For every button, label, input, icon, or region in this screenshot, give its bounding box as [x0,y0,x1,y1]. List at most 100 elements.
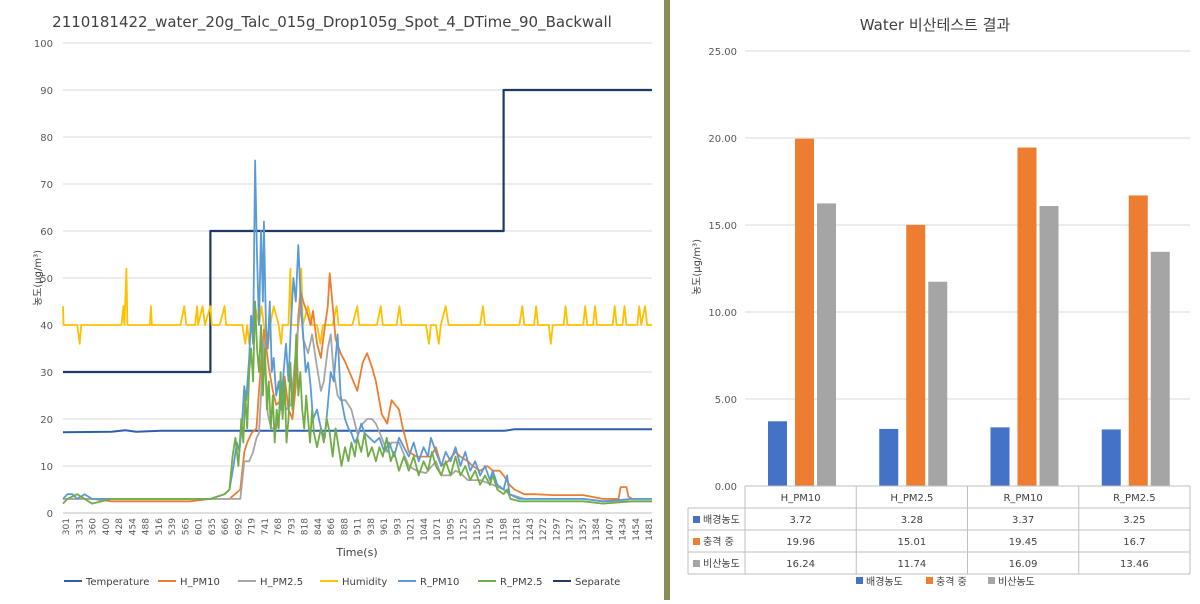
bar-chart-panel: Water 비산테스트 결과 0.00 5.00 10.00 15.00 20.00 25… [670,0,1200,600]
line-chart-ytick-label: 0 [47,509,53,520]
table-value: 16.7 [1123,537,1145,548]
bar-chart-ytick-label: 20.00 [708,134,737,145]
line-legend-label: H_PM10 [180,577,220,588]
line-chart-xtick-label: 1095 [446,518,456,541]
table-value: 16.24 [786,559,815,570]
line-chart-xtick-label: 844 [314,518,324,535]
line-chart-ytick-label: 60 [40,227,53,238]
bar-legend-label: 비산농도 [998,576,1035,588]
line-legend-item: Temperature [64,577,149,588]
line-chart-ytick-label: 40 [40,321,53,332]
line-chart-xtick-label: 1327 [566,518,576,541]
line-legend-label: R_PM2.5 [500,577,543,588]
line-chart-xtick-label: 692 [234,518,244,535]
bar-chart: Water 비산테스트 결과 0.00 5.00 10.00 15.00 20.00 25… [687,16,1191,588]
line-legend-item: R_PM2.5 [478,577,543,588]
bar-배경농도 [990,427,1010,486]
line-chart-xtick-label: 331 [75,518,85,535]
line-chart-xtick-label: 635 [208,518,218,535]
line-series-r-pm2-5 [62,300,652,505]
table-value: 16.09 [1009,559,1038,570]
line-legend-item: Humidity [320,577,387,588]
bar-legend-label: 배경농도 [866,575,903,588]
line-chart-xtick-label: 1272 [539,518,549,541]
category-label: H_PM2.5 [890,493,933,504]
table-legend-swatch [693,538,700,545]
line-chart-ytick-label: 20 [40,415,53,426]
table-series-label: 충격 중 [703,535,734,548]
line-chart-xtick-label: 888 [340,518,350,535]
category-label: R_PM2.5 [1113,493,1156,504]
line-chart-xtick-label: 1243 [526,518,536,541]
line-legend-label: R_PM10 [420,577,459,588]
bar-legend-item: 배경농도 [856,575,903,588]
line-chart-xtick-label: 539 [168,518,178,535]
table-value: 19.96 [786,537,815,548]
line-chart-xtick-label: 565 [181,518,191,535]
line-legend-item: R_PM10 [398,577,459,588]
line-chart-xtick-label: 301 [62,518,72,535]
table-legend-swatch [693,560,700,567]
line-chart-xtick-label: 1454 [632,518,642,541]
line-chart-xtick-label: 1481 [645,518,655,541]
bar-충격 중 [795,138,814,487]
line-chart-ytick-label: 70 [40,180,53,191]
line-series-temperature [62,428,652,434]
line-chart-xlabel: Time(s) [335,546,377,559]
bar-비산농도 [817,203,836,486]
line-chart-xtick-label: 866 [327,518,337,535]
line-chart-xtick-label: 741 [261,518,271,535]
bar-chart-ytick-label: 25.00 [708,47,737,58]
bar-chart-title: Water 비산테스트 결과 [860,16,1011,34]
line-chart-xtick-label: 793 [287,518,297,535]
line-chart-ytick-label: 30 [40,368,53,379]
line-chart-xtick-label: 400 [102,518,112,535]
line-chart-xtick-label: 1021 [407,518,417,541]
line-chart-xtick-label: 1044 [420,518,430,541]
table-legend-swatch [693,516,700,523]
line-legend-label: H_PM2.5 [260,577,303,588]
line-series-separate [63,88,652,374]
table-value: 3.25 [1123,515,1145,526]
line-chart-xtick-label: 1198 [499,518,509,541]
category-label: R_PM10 [1003,493,1042,504]
line-chart-ytick-label: 50 [40,274,53,285]
line-legend-label: Humidity [342,577,387,588]
line-chart-xtick-label: 1434 [619,518,629,541]
line-chart-xtick-label: 360 [89,518,99,535]
bar-chart-ytick-label: 10.00 [708,308,737,319]
table-value: 11.74 [898,559,927,570]
line-legend-item: H_PM2.5 [238,577,303,588]
line-chart-ytick-label: 10 [40,462,53,473]
line-chart-xtick-label: 1071 [433,518,443,541]
table-value: 3.72 [789,515,811,526]
line-chart-xtick-label: 1407 [605,518,615,541]
line-chart-xtick-label: 454 [128,518,138,535]
bar-legend-swatch [988,577,995,584]
bar-배경농도 [1101,429,1121,486]
line-series-r-pm10 [62,159,652,503]
line-chart-xtick-label: 818 [301,518,311,535]
bar-비산농도 [1039,206,1059,486]
bar-비산농도 [1150,251,1170,486]
line-chart-xtick-label: 719 [248,518,258,535]
bar-legend-label: 충격 중 [936,575,967,588]
table-value: 19.45 [1009,537,1038,548]
bar-chart-ytick-label: 15.00 [708,221,737,232]
line-chart-ylabel: 농도(μg/m³) [32,250,44,306]
line-chart-xtick-label: 1297 [552,518,562,541]
line-chart-xtick-label: 1384 [592,518,602,541]
line-legend-item: Separate [553,577,620,588]
bar-비산농도 [928,281,948,486]
table-value: 3.37 [1012,515,1034,526]
bar-배경농도 [768,421,787,486]
category-label: H_PM10 [781,493,821,504]
bar-chart-ytick-label: 0.00 [715,482,737,493]
line-series-humidity [62,267,652,345]
line-legend-label: Temperature [85,577,149,588]
line-chart-ytick-label: 100 [34,39,53,50]
table-value: 13.46 [1120,559,1149,570]
line-legend-item: H_PM10 [158,577,220,588]
panel-divider [664,0,670,600]
bar-배경농도 [879,428,899,486]
